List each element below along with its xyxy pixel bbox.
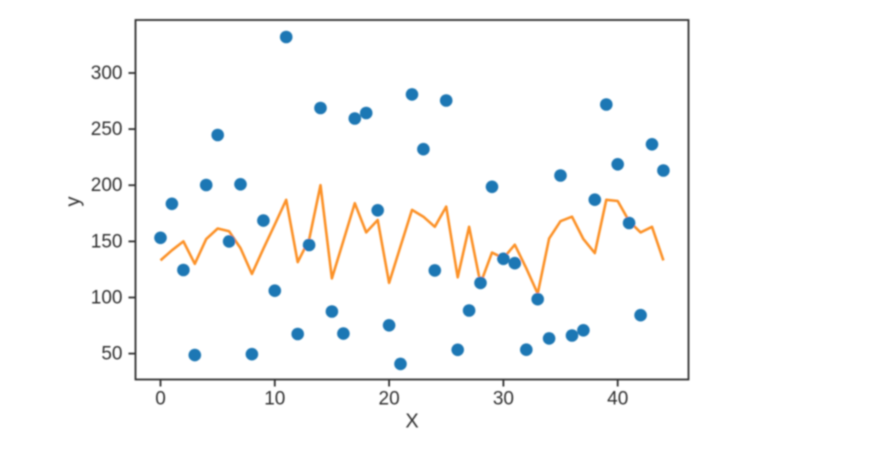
svg-text:300: 300 [91, 63, 123, 84]
svg-text:30: 30 [493, 389, 514, 410]
svg-text:20: 20 [379, 389, 400, 410]
svg-text:250: 250 [91, 119, 123, 140]
svg-text:50: 50 [101, 344, 122, 365]
svg-text:100: 100 [91, 288, 123, 309]
svg-text:0: 0 [155, 389, 166, 410]
svg-text:150: 150 [91, 231, 123, 252]
svg-text:40: 40 [607, 389, 628, 410]
svg-text:200: 200 [91, 175, 123, 196]
svg-text:y: y [63, 197, 85, 207]
svg-text:X: X [405, 411, 418, 433]
svg-text:10: 10 [264, 389, 285, 410]
